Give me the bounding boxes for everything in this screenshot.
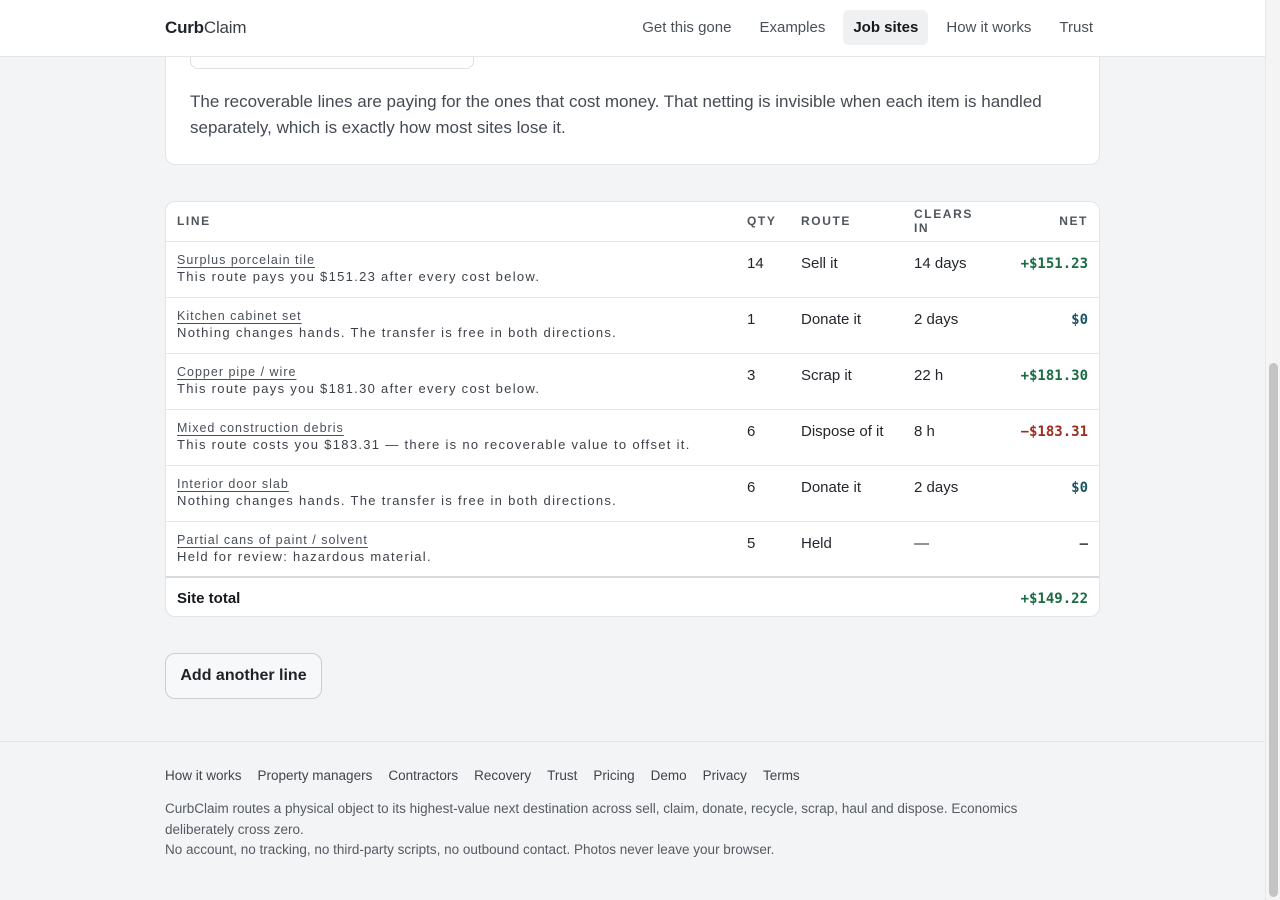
- nav-get-this-gone[interactable]: Get this gone: [642, 19, 732, 36]
- route-cell: Held: [790, 521, 903, 578]
- nav-job-sites[interactable]: Job sites: [843, 10, 929, 45]
- col-line-header: LINE: [166, 202, 736, 242]
- footer-link-trust[interactable]: Trust: [547, 768, 578, 783]
- route-cell: Scrap it: [790, 353, 903, 410]
- clears-cell: 14 days: [903, 241, 998, 298]
- net-cell: $0: [998, 297, 1099, 354]
- brand-light: Claim: [203, 18, 247, 37]
- clears-cell: 2 days: [903, 465, 998, 522]
- qty-cell: 6: [736, 409, 790, 466]
- qty-cell: 5: [736, 521, 790, 578]
- col-qty-header: QTY: [736, 202, 790, 242]
- footer-link-contractors[interactable]: Contractors: [388, 768, 459, 783]
- clears-cell: —: [903, 521, 998, 578]
- net-cell: $0: [998, 465, 1099, 522]
- line-name-link[interactable]: Partial cans of paint / solvent: [177, 532, 368, 547]
- footer-link-property-managers[interactable]: Property managers: [257, 768, 373, 783]
- table-row: Kitchen cabinet set Nothing changes hand…: [166, 297, 1099, 354]
- site-lines-table-card: LINE QTY ROUTE CLEARS IN NET Surplus por…: [165, 201, 1100, 617]
- col-route-header: ROUTE: [790, 202, 903, 242]
- total-label: Site total: [166, 576, 736, 616]
- line-note: This route pays you $181.30 after every …: [177, 380, 541, 396]
- line-cell: Kitchen cabinet set Nothing changes hand…: [166, 297, 736, 354]
- qty-cell: 6: [736, 465, 790, 522]
- clears-cell: 8 h: [903, 409, 998, 466]
- clears-cell: 2 days: [903, 297, 998, 354]
- line-cell: Copper pipe / wire This route pays you $…: [166, 353, 736, 410]
- line-cell: Mixed construction debris This route cos…: [166, 409, 736, 466]
- line-cell: Interior door slab Nothing changes hands…: [166, 465, 736, 522]
- qty-cell: 1: [736, 297, 790, 354]
- line-note: This route costs you $183.31 — there is …: [177, 436, 691, 452]
- route-cell: Dispose of it: [790, 409, 903, 466]
- net-cell: +$181.30: [998, 353, 1099, 410]
- intro-text: The recoverable lines are paying for the…: [190, 92, 1042, 137]
- footer-description: CurbClaim routes a physical object to it…: [165, 801, 1018, 837]
- route-cell: Donate it: [790, 297, 903, 354]
- add-line-button[interactable]: Add another line: [165, 653, 322, 699]
- footer-privacy-note: No account, no tracking, no third-party …: [165, 842, 775, 857]
- table-row: Copper pipe / wire This route pays you $…: [166, 353, 1099, 410]
- route-cell: Donate it: [790, 465, 903, 522]
- nav-trust[interactable]: Trust: [1059, 19, 1093, 36]
- footer-link-pricing[interactable]: Pricing: [593, 768, 635, 783]
- line-cell: Partial cans of paint / solvent Held for…: [166, 521, 736, 578]
- total-row: Site total +$149.22: [166, 576, 1099, 616]
- col-clears-header: CLEARS IN: [903, 202, 998, 242]
- net-cell: −$183.31: [998, 409, 1099, 466]
- footer-link-demo[interactable]: Demo: [650, 768, 687, 783]
- net-cell: +$151.23: [998, 241, 1099, 298]
- nav-examples[interactable]: Examples: [759, 19, 826, 36]
- main-nav: Get this gone Examples Job sites How it …: [632, 10, 1103, 45]
- table-row: Surplus porcelain tile This route pays y…: [166, 241, 1099, 298]
- footer-link-privacy[interactable]: Privacy: [702, 768, 747, 783]
- route-cell: Sell it: [790, 241, 903, 298]
- brand-logo[interactable]: CurbClaim: [165, 18, 247, 38]
- line-note: This route pays you $151.23 after every …: [177, 268, 541, 284]
- line-name-link[interactable]: Mixed construction debris: [177, 420, 344, 435]
- col-net-header: NET: [998, 202, 1099, 242]
- scrollbar-thumb[interactable]: [1269, 363, 1278, 897]
- line-note: Held for review: hazardous material.: [177, 548, 432, 564]
- line-name-link[interactable]: Kitchen cabinet set: [177, 308, 302, 323]
- net-cell: —: [998, 521, 1099, 578]
- clears-cell: 22 h: [903, 353, 998, 410]
- footer-nav: How it works Property managers Contracto…: [165, 768, 800, 783]
- footer: How it works Property managers Contracto…: [0, 741, 1265, 900]
- table-header-row: LINE QTY ROUTE CLEARS IN NET: [166, 202, 1099, 242]
- line-note: Nothing changes hands. The transfer is f…: [177, 324, 618, 340]
- line-name-link[interactable]: Surplus porcelain tile: [177, 252, 316, 267]
- line-note: Nothing changes hands. The transfer is f…: [177, 492, 618, 508]
- line-name-link[interactable]: Interior door slab: [177, 476, 289, 491]
- top-nav-bar: CurbClaim Get this gone Examples Job sit…: [0, 0, 1265, 57]
- footer-link-how-it-works[interactable]: How it works: [165, 768, 242, 783]
- table-row: Interior door slab Nothing changes hands…: [166, 465, 1099, 522]
- brand-bold: Curb: [165, 18, 204, 37]
- footer-text: CurbClaim routes a physical object to it…: [165, 799, 1065, 861]
- nav-how-it-works[interactable]: How it works: [946, 19, 1032, 36]
- vertical-scrollbar[interactable]: [1265, 0, 1280, 900]
- line-cell: Surplus porcelain tile This route pays y…: [166, 241, 736, 298]
- qty-cell: 14: [736, 241, 790, 298]
- site-lines-table: LINE QTY ROUTE CLEARS IN NET Surplus por…: [166, 202, 1099, 616]
- total-value: +$149.22: [998, 576, 1099, 616]
- footer-link-recovery[interactable]: Recovery: [474, 768, 532, 783]
- line-name-link[interactable]: Copper pipe / wire: [177, 364, 297, 379]
- qty-cell: 3: [736, 353, 790, 410]
- table-row: Mixed construction debris This route cos…: [166, 409, 1099, 466]
- footer-link-terms[interactable]: Terms: [762, 768, 800, 783]
- table-row: Partial cans of paint / solvent Held for…: [166, 521, 1099, 578]
